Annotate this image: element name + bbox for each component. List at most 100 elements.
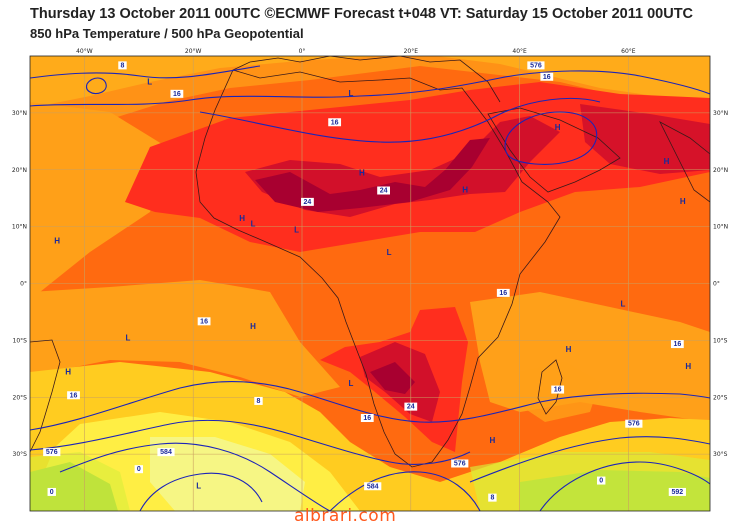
temp-band-lime-sw [30,452,130,511]
contour-label: 24 [404,402,418,411]
contour-label-box [668,487,686,496]
lon-tick-label-top: 40°W [76,48,93,55]
high-pressure-marker: H [65,368,71,377]
frame [29,55,711,512]
map-subtitle: 850 hPa Temperature / 500 hPa Geopotenti… [30,26,304,41]
temp-band-west-orange [30,102,175,302]
contour-label-box [551,385,565,394]
contour-label: 16 [197,317,211,326]
low-pressure-marker: L [621,299,626,308]
map-title: Thursday 13 October 2011 00UTC ©ECMWF Fo… [30,6,694,22]
contour-label: 0 [134,465,143,474]
europe-coast [232,56,501,103]
high-pressure-marker: H [359,168,365,177]
contour-label-text: 24 [380,188,388,195]
temp-band-lime-se [470,452,710,511]
contour-label-text: 576 [454,461,466,468]
contour-label: 16 [496,288,510,297]
contour-label-text: 576 [46,449,58,456]
contour-south-4 [139,472,263,511]
contour-label-text: 584 [160,449,172,456]
temp-band-pale-core [150,437,305,511]
temp-band-north-orange [30,56,710,146]
contour-label-box [47,487,56,496]
contour-label-box [404,402,418,411]
contour-label-box [625,419,643,428]
contour-label-box [540,72,554,81]
low-pressure-marker: L [294,225,299,234]
contour-label-box [301,197,314,206]
contour-north-2 [30,65,261,79]
contour-label-text: 8 [490,495,494,502]
contour-label-box [451,459,469,468]
contour-label-text: 16 [543,74,551,81]
contour-label-text: 24 [407,404,415,411]
latitude-tick-labels: 30°N 30°N 20°N 20°N 10°N 10°N 0° 0° 10°S 10°S 20°S… [12,110,728,458]
contour-label: 16 [540,72,554,81]
lat-tick-label-left: 30°S [13,451,28,458]
high-pressure-marker: H [685,362,691,371]
contour-label-box [197,317,211,326]
contour-label: 0 [597,476,606,485]
contour-label-box [488,493,497,502]
contour-label-text: 16 [499,290,507,297]
contour-south-7 [539,461,710,511]
contour-label-text: 16 [363,415,371,422]
contour-label: 16 [328,118,342,127]
contour-label-text: 16 [200,318,208,325]
contour-label: 24 [377,186,390,195]
contour-label: 16 [551,385,565,394]
contour-label-text: 8 [257,398,261,405]
africa-coast [195,69,561,468]
low-pressure-marker: L [349,89,354,98]
low-pressure-marker: L [251,220,256,229]
contour-south-3 [59,442,331,511]
contour-label-box [67,391,80,400]
contour-east-ring [504,111,598,165]
contour-label: 16 [670,340,684,349]
arabia-coast [487,107,621,193]
contour-label: 592 [668,487,686,496]
contour-label-box [360,414,374,422]
contour-label-text: 24 [304,199,312,206]
high-pressure-marker: H [680,197,686,206]
temp-band-sahara-red [125,82,710,252]
lon-tick-label-top: 20°W [185,48,202,55]
contour-label: 0 [47,487,56,496]
contour-label: 576 [43,448,61,457]
contour-label-text: 16 [331,119,339,126]
lon-tick-label-top: 60°E [621,48,636,55]
contour-label-text: 0 [599,478,603,485]
lon-tick-label-top: 40°E [512,48,527,55]
contour-label-text: 0 [50,489,54,496]
lon-tick-label-top: 0° [299,48,306,55]
contour-south-6 [469,436,710,483]
lat-tick-label-right: 20°S [713,394,728,401]
lat-tick-label-left: 0° [20,281,27,288]
lat-tick-label-left: 20°N [12,167,27,174]
contour-label-text: 584 [367,483,379,490]
lat-tick-label-right: 10°N [713,224,728,231]
contour-label-box [134,465,143,474]
contour-label-text: 16 [673,341,681,348]
contour-label-box [670,340,684,349]
longitude-tick-labels: 40°W40°W20°W20°W0°0°20°E20°E40°E40°E60°E… [76,48,636,55]
contour-south-1 [30,381,710,431]
lon-tick-label-top: 20°E [404,48,419,55]
contour-label: 16 [67,391,80,400]
temp-band-south-africa-core [370,362,415,394]
forecast-map: 40°W40°W20°W20°W0°0°20°E20°E40°E40°E60°E… [12,48,728,512]
contour-label: 584 [364,482,382,491]
lat-tick-label-right: 30°N [713,110,728,117]
contour-label-text: 592 [672,489,684,496]
temp-band-sahara-core [255,138,490,212]
high-pressure-marker: H [664,157,670,166]
contour-label: 8 [488,493,497,502]
contour-label-box [527,61,545,70]
contour-label: 576 [625,419,643,428]
contour-north-3 [199,97,601,143]
contour-label-box [254,396,263,405]
lat-tick-label-left: 20°S [13,394,28,401]
